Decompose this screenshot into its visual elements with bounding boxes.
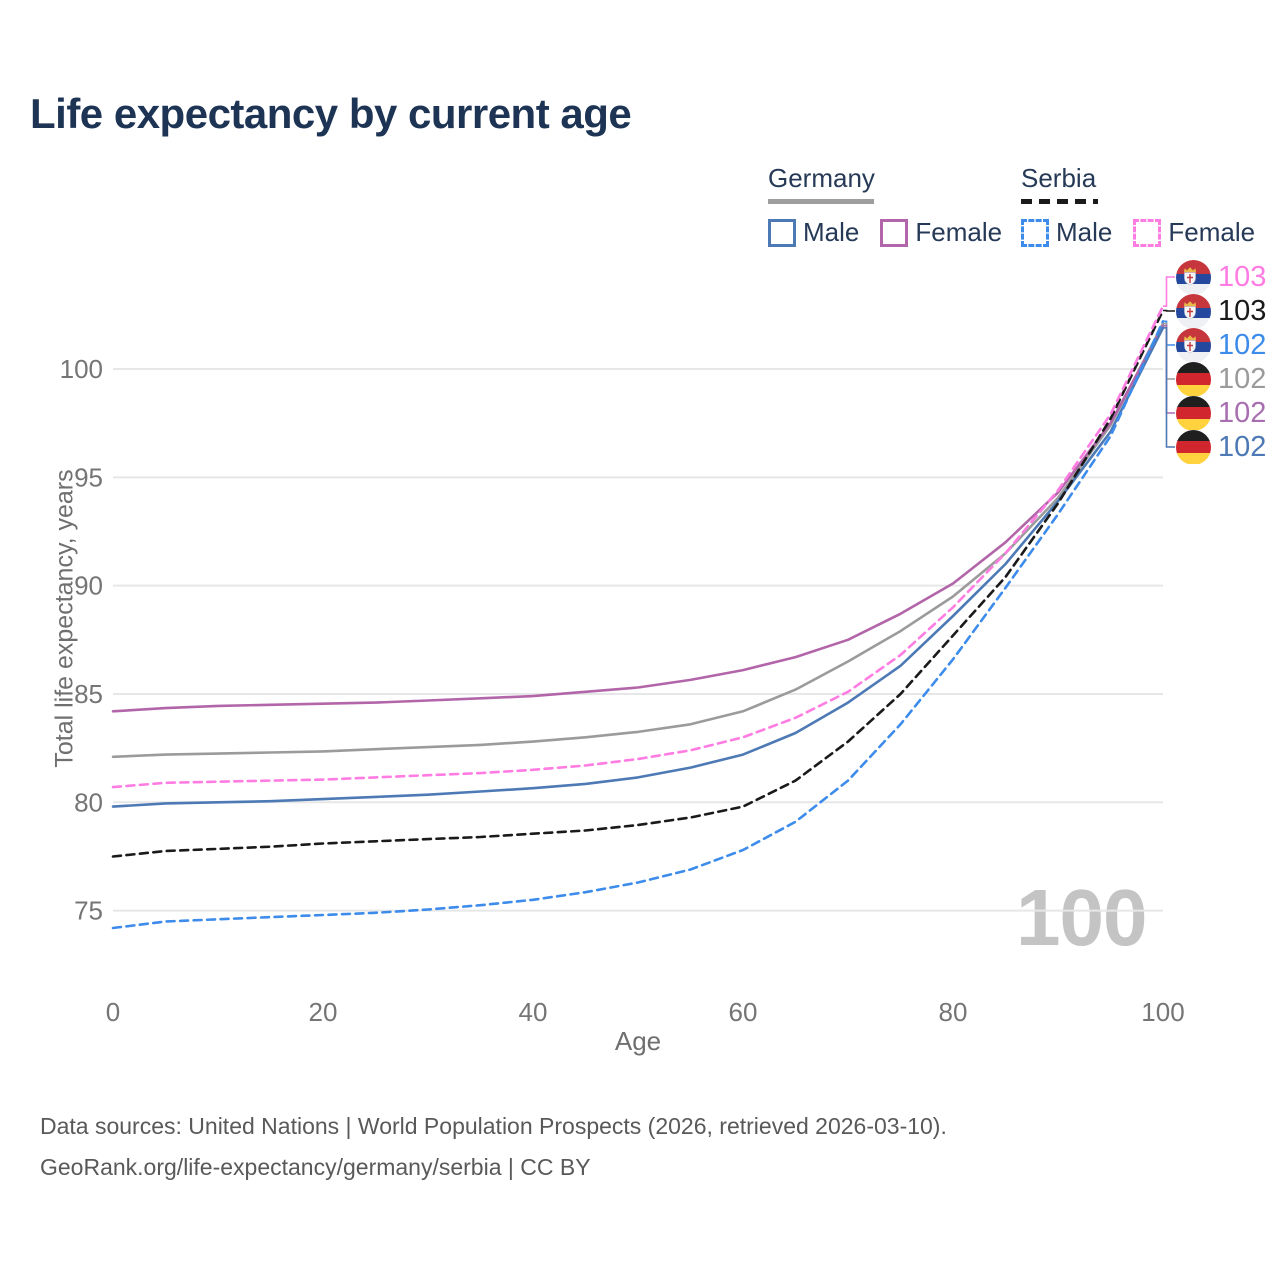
legend-item-germany-male[interactable]: Male	[768, 217, 859, 248]
footer: Data sources: United Nations | World Pop…	[40, 1106, 947, 1188]
germany-linestyle-swatch	[768, 199, 874, 204]
y-tick-label: 75	[74, 896, 103, 926]
x-tick-label: 40	[519, 997, 548, 1027]
serbia-crest-icon	[1184, 334, 1196, 353]
y-tick-label: 95	[74, 462, 103, 492]
serbia-crest-icon	[1184, 300, 1196, 319]
x-tick-label: 20	[309, 997, 338, 1027]
serbia-female-swatch-icon	[1133, 218, 1162, 247]
x-tick-label: 60	[729, 997, 758, 1027]
germany-male-swatch-icon	[768, 218, 796, 247]
end-label-row: 103	[1176, 259, 1267, 295]
page-title: Life expectancy by current age	[30, 90, 632, 137]
series-line-serbia-female[interactable]	[111, 304, 1165, 789]
serbia-linestyle-swatch	[1021, 199, 1098, 204]
end-label-leader	[1163, 320, 1175, 346]
series-line-germany-female[interactable]	[111, 324, 1165, 713]
end-label-value: 102	[1218, 362, 1267, 395]
x-tick-label: 100	[1141, 997, 1184, 1027]
age-counter-watermark: 100	[1016, 873, 1147, 962]
legend-item-serbia-male[interactable]: Male	[1021, 217, 1112, 248]
end-label-row: 102	[1176, 361, 1267, 397]
serbia-flag-icon	[1176, 327, 1211, 363]
serbia-flag-icon	[1176, 293, 1211, 329]
germany-flag-icon	[1176, 429, 1211, 465]
germany-flag-icon	[1176, 395, 1211, 431]
y-tick-label: 85	[74, 679, 103, 709]
footer-data-sources: Data sources: United Nations | World Pop…	[40, 1113, 947, 1139]
legend-group-germany: Germany Male Female	[768, 163, 1023, 248]
serbia-flag-icon	[1176, 259, 1211, 295]
end-label-row: 102	[1176, 395, 1267, 431]
end-label-value: 102	[1218, 396, 1267, 429]
x-tick-label: 0	[106, 997, 120, 1027]
germany-flag-icon	[1176, 361, 1211, 397]
y-tick-label: 90	[74, 571, 103, 601]
germany-female-swatch-icon	[880, 218, 909, 247]
end-label-leader	[1163, 324, 1175, 414]
legend-group-serbia: Serbia Male Female	[1021, 163, 1276, 248]
legend-country-germany[interactable]: Germany	[768, 163, 875, 193]
end-label-leader	[1163, 322, 1175, 380]
end-label-leader	[1163, 327, 1175, 448]
end-label-value: 103	[1218, 260, 1267, 293]
legend-item-label: Female	[1168, 217, 1256, 247]
legend-item-label: Female	[915, 217, 1003, 247]
end-label-row: 103	[1176, 293, 1267, 329]
end-label-value: 102	[1218, 328, 1267, 361]
series-line-serbia-both-sexes[interactable]	[111, 309, 1165, 858]
serbia-crest-icon	[1184, 266, 1196, 285]
end-label-leader	[1163, 309, 1175, 312]
y-axis-title: Total life expectancy, years	[50, 469, 79, 768]
legend-item-germany-female[interactable]: Female	[880, 217, 1002, 248]
x-tick-label: 80	[939, 997, 968, 1027]
y-tick-label: 80	[74, 787, 103, 817]
end-label-leader	[1163, 276, 1175, 307]
end-label-value: 102	[1218, 430, 1267, 463]
series-line-germany-both-sexes[interactable]	[111, 322, 1165, 759]
end-label-value: 103	[1218, 294, 1267, 327]
y-tick-label: 100	[60, 354, 103, 384]
end-label-row: 102	[1176, 327, 1267, 363]
series-line-serbia-male[interactable]	[111, 320, 1165, 930]
series-line-germany-male[interactable]	[111, 326, 1165, 808]
legend-country-serbia[interactable]: Serbia	[1021, 163, 1097, 193]
x-axis-title: Age	[614, 1026, 662, 1056]
footer-attribution: GeoRank.org/life-expectancy/germany/serb…	[40, 1154, 591, 1180]
legend-item-label: Male	[803, 217, 860, 247]
legend-item-serbia-female[interactable]: Female	[1133, 217, 1255, 248]
end-label-row: 102	[1176, 429, 1267, 465]
legend-item-label: Male	[1056, 217, 1113, 247]
serbia-male-swatch-icon	[1021, 218, 1049, 247]
